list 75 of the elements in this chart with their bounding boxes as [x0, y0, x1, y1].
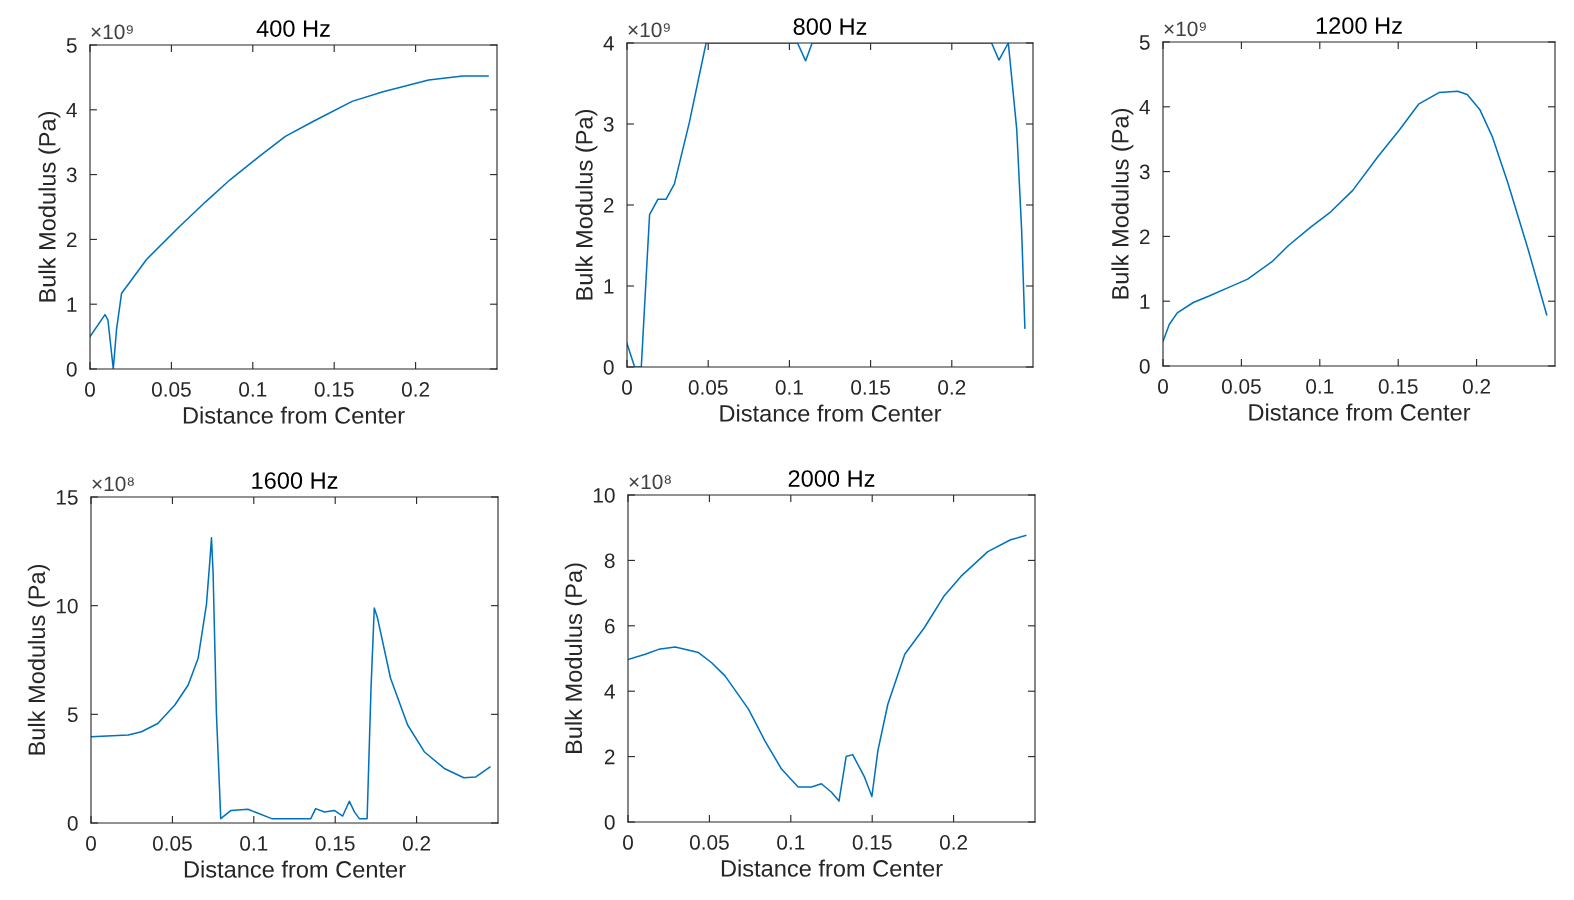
chart-title: 800 Hz — [793, 18, 867, 35]
x-tick-label: 0.2 — [401, 382, 430, 397]
y-tick-label: 0 — [1139, 359, 1150, 374]
text: ×10⁸ — [629, 474, 671, 490]
x-tick-label: 0.1 — [1306, 379, 1334, 394]
x-tick-label: 0.15 — [851, 380, 890, 395]
y-tick-label: 2 — [66, 232, 77, 247]
x-tick-label: 0 — [623, 835, 633, 850]
y-tick-label: 4 — [1139, 100, 1150, 115]
line-series — [90, 75, 489, 369]
y-tick-label: 3 — [1139, 164, 1150, 180]
y-tick-label: 0 — [603, 360, 614, 375]
x-tick-label: 0.2 — [938, 380, 966, 395]
y-tick-label: 5 — [67, 707, 78, 723]
y-tick-label: 6 — [604, 618, 615, 634]
y-tick-label: 15 — [56, 490, 78, 505]
x-tick-label: 0.05 — [1221, 379, 1261, 394]
y-tick-label: 4 — [66, 103, 77, 118]
y-axis-title: Bulk Modulus (Pa) — [38, 112, 61, 302]
y-tick-label: 1 — [67, 297, 77, 312]
x-tick-label: 0.05 — [688, 380, 728, 395]
y-axis-title: Bulk Modulus (Pa) — [27, 565, 50, 755]
y-tick-label: 4 — [604, 684, 615, 699]
x-tick-label: 0 — [86, 836, 96, 851]
y-tick-label: 1 — [604, 279, 614, 294]
x-tick-label: 0.15 — [314, 382, 354, 397]
y-tick-label: 2 — [603, 198, 614, 213]
line-series — [91, 537, 491, 820]
y-axis-title: Bulk Modulus (Pa) — [564, 563, 587, 754]
y-tick-label: 5 — [1139, 35, 1150, 50]
text: ×10⁹ — [1164, 21, 1206, 37]
x-tick-label: 0.2 — [939, 835, 968, 850]
text: ×10⁸ — [92, 476, 134, 492]
x-tick-label: 0.1 — [240, 836, 268, 851]
y-tick-label: 5 — [66, 38, 77, 53]
x-tick-label: 0.05 — [689, 835, 729, 850]
chart-title: 1200 Hz — [1316, 17, 1402, 34]
y-tick-label: 8 — [604, 553, 615, 569]
x-tick-label: 0.2 — [402, 836, 431, 851]
line-series — [628, 534, 1027, 802]
x-axis-title: Distance from Center — [721, 859, 943, 877]
x-tick-label: 0 — [85, 382, 95, 397]
y-tick-label: 2 — [604, 749, 615, 765]
y-tick-label: 3 — [66, 167, 77, 183]
y-tick-label: 1 — [1140, 294, 1150, 309]
y-tick-label: 10 — [56, 598, 78, 614]
x-tick-label: 0 — [622, 380, 632, 395]
x-axis-title: Distance from Center — [1249, 403, 1471, 421]
y-tick-label: 4 — [603, 36, 614, 51]
y-tick-label: 3 — [603, 117, 614, 132]
text: ×10⁹ — [91, 24, 133, 40]
text: ×10⁹ — [628, 22, 670, 38]
x-axis-title: Distance from Center — [720, 404, 942, 422]
x-tick-label: 0.15 — [1378, 379, 1418, 394]
x-axis-title: Distance from Center — [183, 406, 405, 424]
x-tick-label: 0.1 — [239, 382, 267, 397]
y-tick-label: 10 — [593, 488, 615, 503]
y-axis-title: Bulk Modulus (Pa) — [575, 110, 598, 300]
y-tick-label: 2 — [1139, 229, 1150, 244]
y-tick-label: 0 — [67, 816, 78, 831]
x-tick-label: 0 — [1158, 379, 1168, 394]
x-tick-label: 0.15 — [852, 835, 892, 850]
x-axis-title: Distance from Center — [184, 860, 406, 878]
x-tick-label: 0.05 — [151, 382, 191, 397]
chart-title: 400 Hz — [256, 20, 330, 37]
x-tick-label: 0.05 — [152, 836, 192, 851]
x-tick-label: 0.2 — [1462, 379, 1491, 394]
y-tick-label: 0 — [66, 362, 77, 377]
x-tick-label: 0.1 — [777, 835, 805, 850]
chart-title: 1600 Hz — [252, 472, 338, 489]
y-tick-label: 0 — [604, 815, 615, 830]
x-tick-label: 0.15 — [315, 836, 355, 851]
y-axis-title: Bulk Modulus (Pa) — [1111, 109, 1134, 299]
chart-title: 2000 Hz — [788, 470, 875, 487]
x-tick-label: 0.1 — [775, 380, 803, 395]
